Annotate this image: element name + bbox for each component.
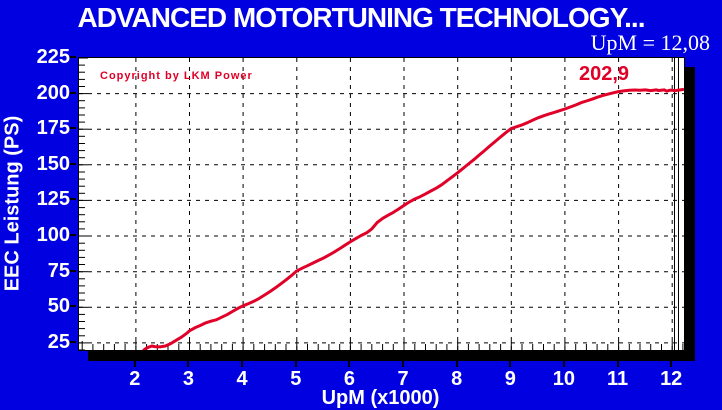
rpm-readout: UpM = 12,08 (590, 30, 710, 55)
y-tick-label: 200 (36, 81, 70, 104)
x-tick-mark (187, 361, 190, 367)
x-tick-label: 5 (290, 368, 302, 390)
y-tick-label: 225 (36, 46, 70, 68)
x-tick-mark (509, 361, 512, 367)
x-tick-label: 9 (504, 368, 516, 390)
y-tick-mark (70, 305, 76, 308)
y-axis-title: EEC Leistung (PS) (1, 115, 24, 292)
x-tick-mark (670, 361, 673, 367)
x-tick-label: 12 (660, 368, 683, 390)
y-tick-label: 25 (47, 330, 70, 353)
x-tick-label: 7 (397, 368, 409, 390)
y-tick-mark (70, 91, 76, 94)
x-tick-mark (402, 361, 405, 367)
x-tick-mark (562, 361, 565, 367)
y-tick-mark (70, 127, 76, 130)
x-tick-label: 6 (343, 368, 355, 390)
y-tick-mark (70, 162, 76, 165)
chart-title: ADVANCED MOTORTUNING TECHNOLOGY... (77, 2, 646, 33)
y-tick-mark (70, 269, 76, 272)
y-tick-label: 50 (47, 295, 70, 318)
x-tick-mark (241, 361, 244, 367)
power-curve-canvas (79, 58, 684, 350)
y-tick-mark (70, 340, 76, 343)
y-tick-mark (70, 56, 76, 58)
x-tick-label: 8 (451, 368, 463, 390)
x-tick-label: 10 (552, 368, 576, 390)
y-tick-mark (70, 234, 76, 237)
y-tick-label: 100 (36, 224, 70, 247)
x-tick-label: 4 (236, 368, 248, 390)
plot-area: Copyright by LKM Power 202,9 (78, 57, 685, 351)
x-tick-label: 2 (129, 368, 141, 390)
x-tick-mark (455, 361, 458, 367)
copyright-watermark: Copyright by LKM Power (100, 70, 253, 82)
peak-power-label: 202,9 (579, 63, 630, 85)
y-tick-mark (70, 198, 76, 201)
x-tick-mark (133, 361, 136, 367)
x-axis-title: UpM (x1000) (321, 387, 440, 409)
x-tick-mark (616, 361, 619, 367)
x-tick-mark (348, 361, 351, 367)
x-tick-label: 3 (182, 368, 195, 390)
x-tick-mark (294, 361, 297, 367)
y-tick-label: 175 (36, 117, 70, 140)
y-tick-label: 150 (36, 152, 70, 175)
y-tick-label: 125 (36, 188, 70, 211)
power-curve (142, 88, 684, 350)
x-tick-label: 11 (606, 368, 629, 390)
y-tick-label: 75 (47, 259, 70, 282)
